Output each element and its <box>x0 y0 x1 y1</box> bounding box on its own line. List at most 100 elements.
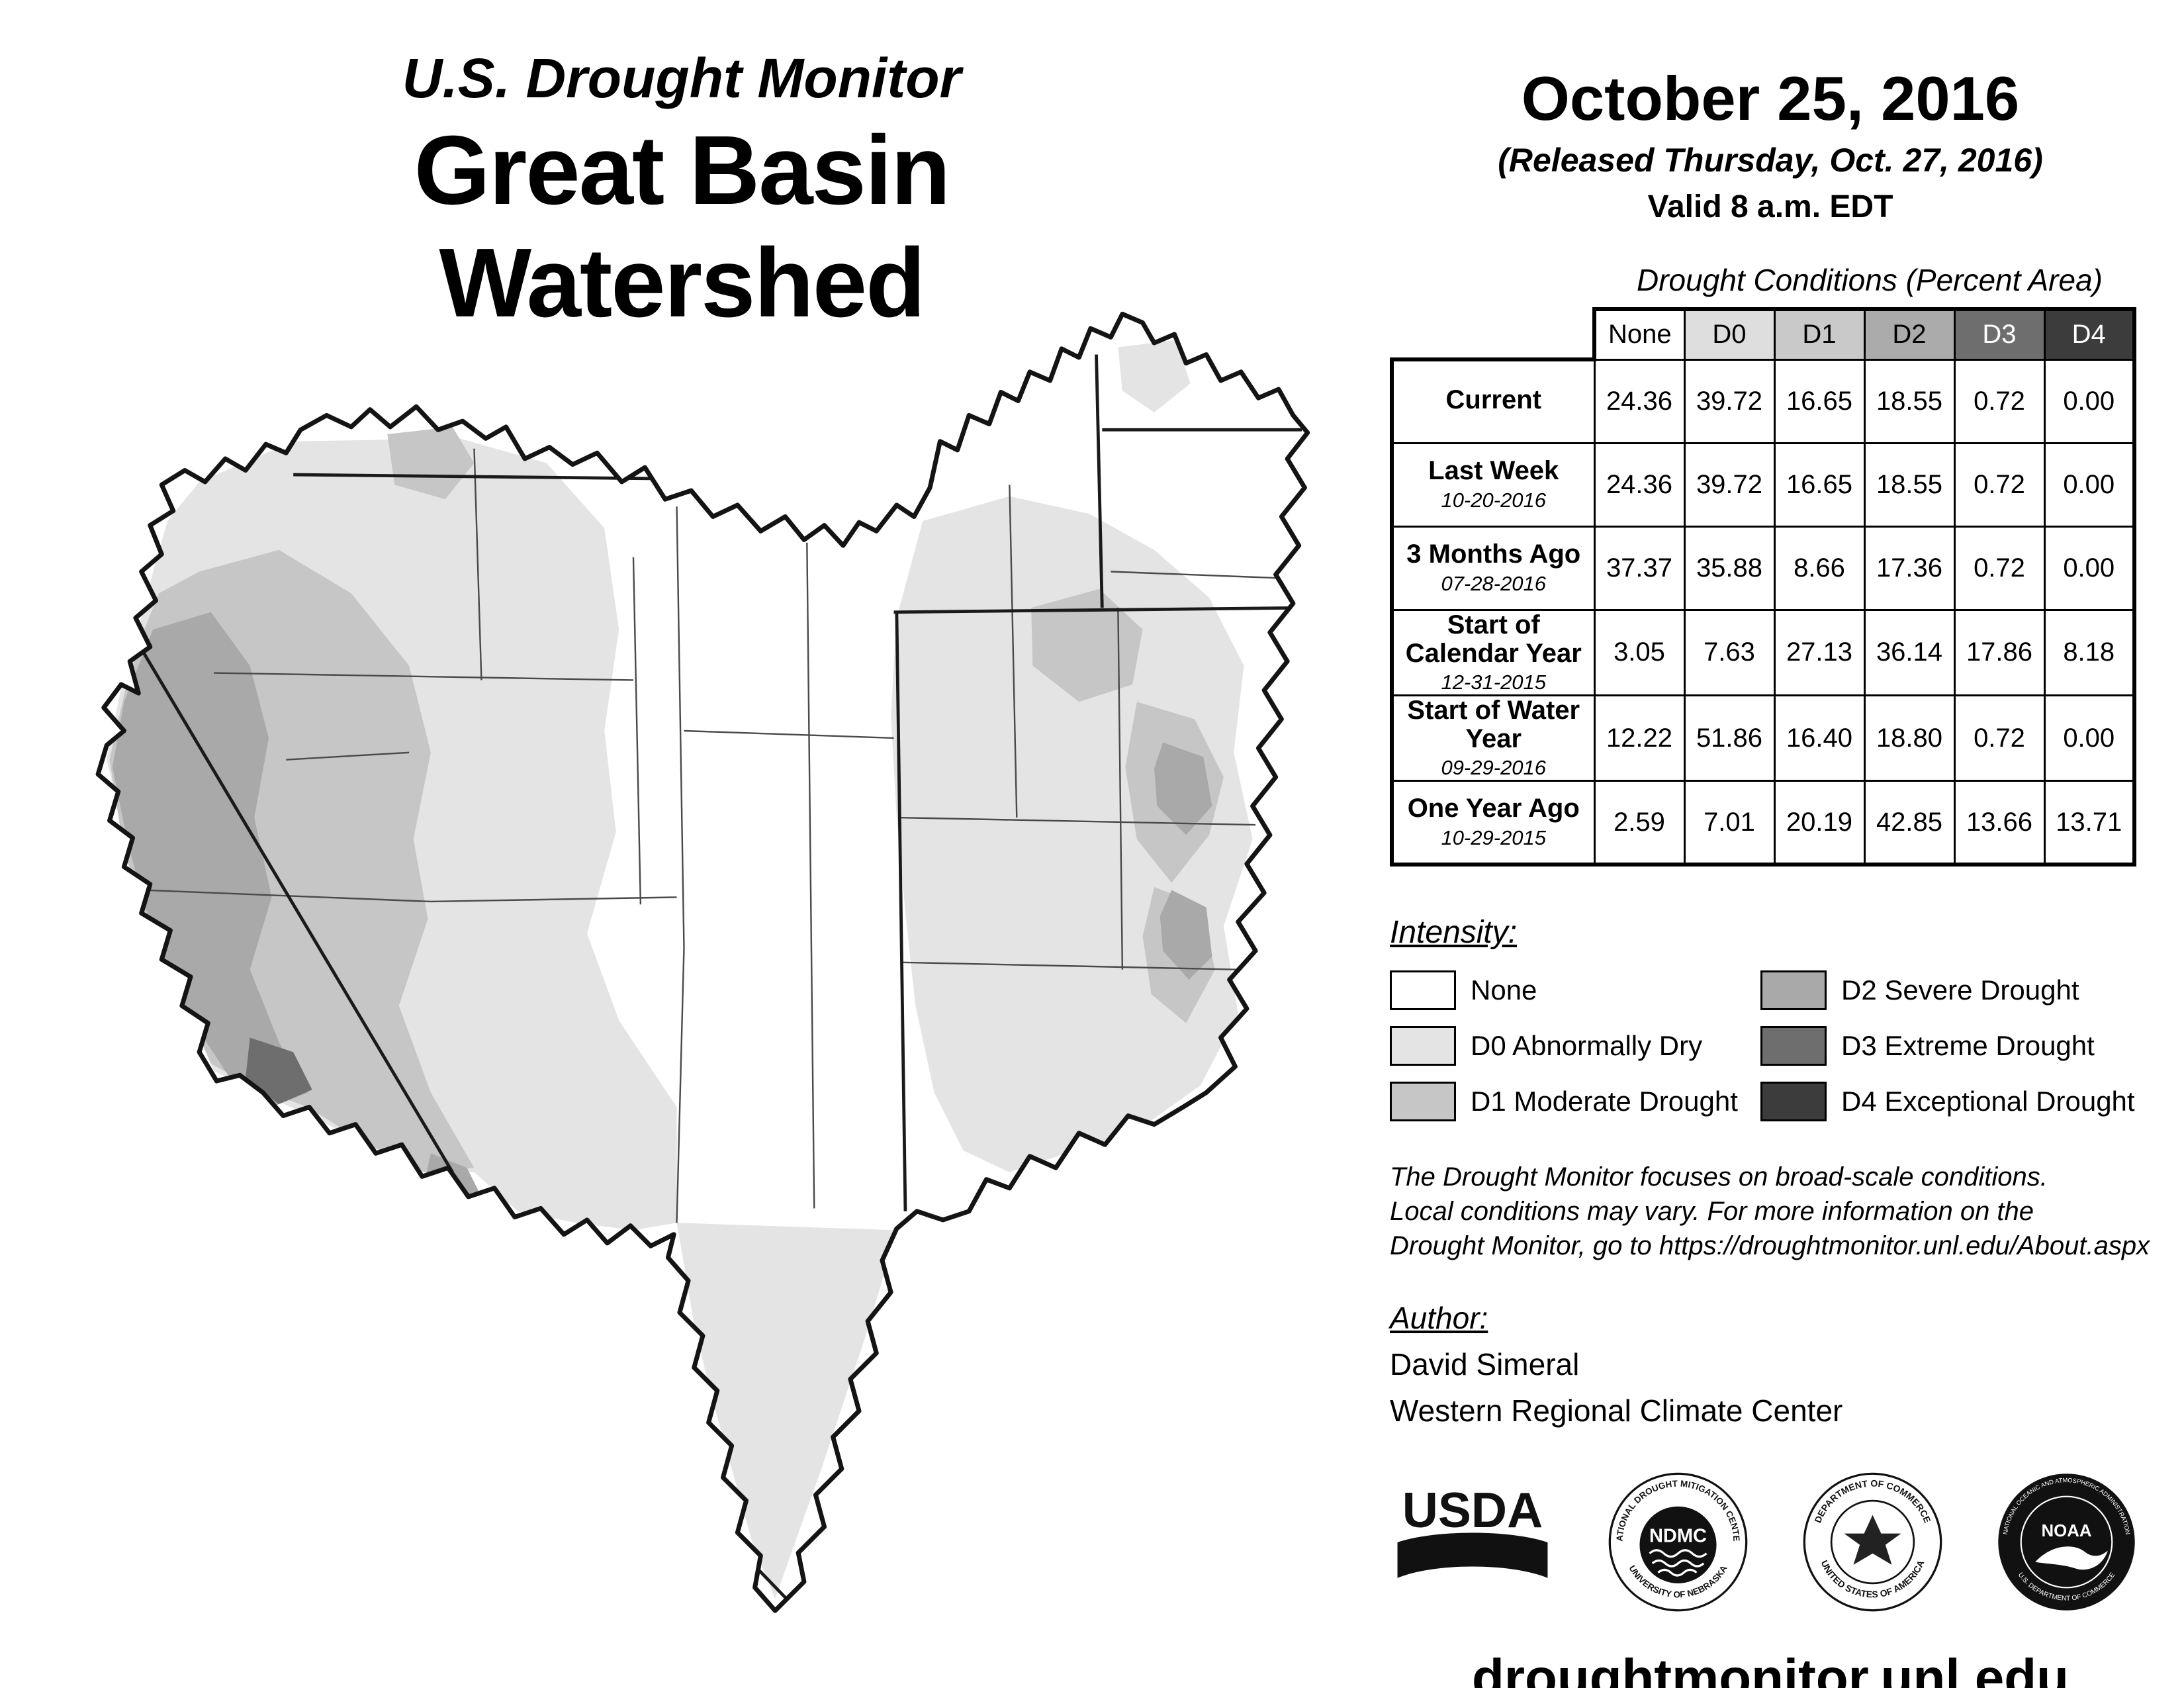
row-label: Last Week <box>1428 456 1559 486</box>
value-cell: 18.55 <box>1863 442 1956 528</box>
value-cell: 24.36 <box>1593 442 1686 528</box>
table-row: One Year Ago 10-29-2015 2.59 7.01 20.19 … <box>1390 780 2136 867</box>
legend-swatch-d1 <box>1390 1081 1456 1121</box>
noaa-logo-text: NOAA <box>2042 1522 2092 1540</box>
value-cell: 51.86 <box>1683 694 1776 782</box>
table-row: Start of Water Year 09-29-2016 12.22 51.… <box>1390 694 2136 782</box>
value-cell: 27.13 <box>1773 608 1866 696</box>
value-cell: 13.66 <box>1953 780 2046 867</box>
value-cell: 17.36 <box>1863 525 1956 611</box>
value-cell: 36.14 <box>1863 608 1956 696</box>
value-cell: 42.85 <box>1863 780 1956 867</box>
map-d3-region-southwest <box>246 1037 312 1105</box>
usda-logo-text: USDA <box>1402 1482 1543 1538</box>
legend-label: None <box>1471 974 1537 1006</box>
row-label-cell: Current <box>1390 357 1596 444</box>
row-date: 07-28-2016 <box>1441 571 1547 595</box>
legend-swatch-none <box>1390 970 1456 1010</box>
legend-item-none: None <box>1390 970 1760 1010</box>
disclaimer-line: The Drought Monitor focuses on broad-sca… <box>1390 1162 2048 1192</box>
site-url: droughtmonitor.unl.edu <box>1471 1648 2070 1688</box>
value-cell: 0.72 <box>1953 358 2046 444</box>
legend-item-d1: D1 Moderate Drought <box>1390 1081 1760 1121</box>
value-cell: 0.00 <box>2043 525 2136 611</box>
legend-label: D2 Severe Drought <box>1841 974 2079 1006</box>
right-column: October 25, 2016 (Released Thursday, Oct… <box>1390 63 2151 1688</box>
legend-item-d0: D0 Abnormally Dry <box>1390 1025 1760 1066</box>
col-header-d1: D1 <box>1773 307 1866 361</box>
row-label: Start of Calendar Year <box>1405 610 1582 668</box>
legend-item-d2: D2 Severe Drought <box>1760 970 2151 1010</box>
value-cell: 0.00 <box>2043 358 2136 444</box>
report-supertitle: U.S. Drought Monitor <box>402 47 962 109</box>
table-title: Drought Conditions (Percent Area) <box>1637 263 2103 297</box>
value-cell: 7.63 <box>1683 608 1776 696</box>
logo-row: USDA NATIONAL DROUGHT MITIGATION CENTER … <box>1390 1471 2151 1613</box>
ndmc-logo: NATIONAL DROUGHT MITIGATION CENTER UNIVE… <box>1607 1471 1748 1612</box>
value-cell: 18.55 <box>1863 358 1956 444</box>
table-header-row: None D0 D1 D2 D3 D4 <box>1392 307 2136 361</box>
col-header-none: None <box>1592 307 1686 361</box>
value-cell: 39.72 <box>1683 358 1776 444</box>
author-org: Western Regional Climate Center <box>1390 1393 1843 1428</box>
disclaimer-line: Drought Monitor, go to https://droughtmo… <box>1390 1231 2150 1260</box>
ndmc-wave-lines <box>1649 1549 1707 1577</box>
noaa-bird-icon <box>2035 1546 2108 1570</box>
map-d0-region-tail <box>676 1223 894 1599</box>
value-cell: 35.88 <box>1683 525 1776 611</box>
date-block: October 25, 2016 (Released Thursday, Oct… <box>1390 63 2151 225</box>
row-label-cell: Start of Calendar Year 12-31-2015 <box>1390 608 1596 696</box>
value-cell: 8.18 <box>2043 608 2136 696</box>
value-cell: 24.36 <box>1593 358 1686 444</box>
table-header-blank <box>1392 309 1594 359</box>
row-date: 10-29-2015 <box>1441 825 1547 849</box>
value-cell: 37.37 <box>1593 525 1686 611</box>
legend-label: D0 Abnormally Dry <box>1471 1029 1703 1061</box>
value-cell: 0.72 <box>1953 442 2046 528</box>
row-date: 12-31-2015 <box>1441 670 1547 694</box>
title-block: U.S. Drought Monitor Great Basin Watersh… <box>165 46 1198 340</box>
value-cell: 12.22 <box>1593 694 1686 782</box>
map-d2-region-east-b <box>1160 890 1212 980</box>
row-date: 10-20-2016 <box>1441 488 1547 512</box>
disclaimer-line: Local conditions may vary. For more info… <box>1390 1196 2034 1226</box>
value-cell: 2.59 <box>1593 780 1686 867</box>
value-cell: 16.65 <box>1773 442 1866 528</box>
row-label: One Year Ago <box>1407 794 1580 823</box>
row-date: 09-29-2016 <box>1441 756 1547 780</box>
value-cell: 3.05 <box>1593 608 1686 696</box>
value-cell: 0.00 <box>2043 442 2136 528</box>
value-cell: 0.72 <box>1953 694 2046 782</box>
value-cell: 7.01 <box>1683 780 1776 867</box>
drought-conditions-table: None D0 D1 D2 D3 D4 Current 24.36 39.72 … <box>1390 307 2136 867</box>
noaa-logo: NATIONAL OCEANIC AND ATMOSPHERIC ADMINIS… <box>1998 1474 2135 1611</box>
legend-label: D4 Exceptional Drought <box>1841 1085 2135 1117</box>
legend-item-d4: D4 Exceptional Drought <box>1760 1081 2151 1121</box>
drought-map <box>76 311 1393 1671</box>
legend-swatch-d2 <box>1760 970 1827 1010</box>
map-d1-region-east-a <box>1031 588 1143 702</box>
watershed-outline <box>95 311 1310 1613</box>
table-row: Current 24.36 39.72 16.65 18.55 0.72 0.0… <box>1390 357 2136 444</box>
row-label-cell: Last Week 10-20-2016 <box>1390 442 1596 528</box>
table-row: Last Week 10-20-2016 24.36 39.72 16.65 1… <box>1390 442 2136 528</box>
value-cell: 16.40 <box>1773 694 1866 782</box>
legend-label: D3 Extreme Drought <box>1841 1029 2095 1061</box>
map-d1-region-north <box>387 426 475 500</box>
value-cell: 8.66 <box>1773 525 1866 611</box>
value-cell: 0.00 <box>2043 694 2136 782</box>
row-label: 3 Months Ago <box>1406 539 1581 569</box>
author-name: David Simeral <box>1390 1346 1580 1382</box>
doc-eagle-icon <box>1844 1515 1901 1565</box>
row-label-cell: Start of Water Year 09-29-2016 <box>1390 694 1596 782</box>
commerce-seal-logo: DEPARTMENT OF COMMERCE UNITED STATES OF … <box>1803 1472 1942 1612</box>
legend-swatch-d0 <box>1390 1025 1456 1066</box>
table-row: 3 Months Ago 07-28-2016 37.37 35.88 8.66… <box>1390 525 2136 611</box>
disclaimer: The Drought Monitor focuses on broad-sca… <box>1390 1160 2151 1263</box>
usda-swoosh <box>1397 1532 1548 1579</box>
row-label-cell: 3 Months Ago 07-28-2016 <box>1390 525 1596 611</box>
value-cell: 0.72 <box>1953 525 2046 611</box>
value-cell: 13.71 <box>2043 780 2136 867</box>
legend-item-d3: D3 Extreme Drought <box>1760 1025 2151 1066</box>
